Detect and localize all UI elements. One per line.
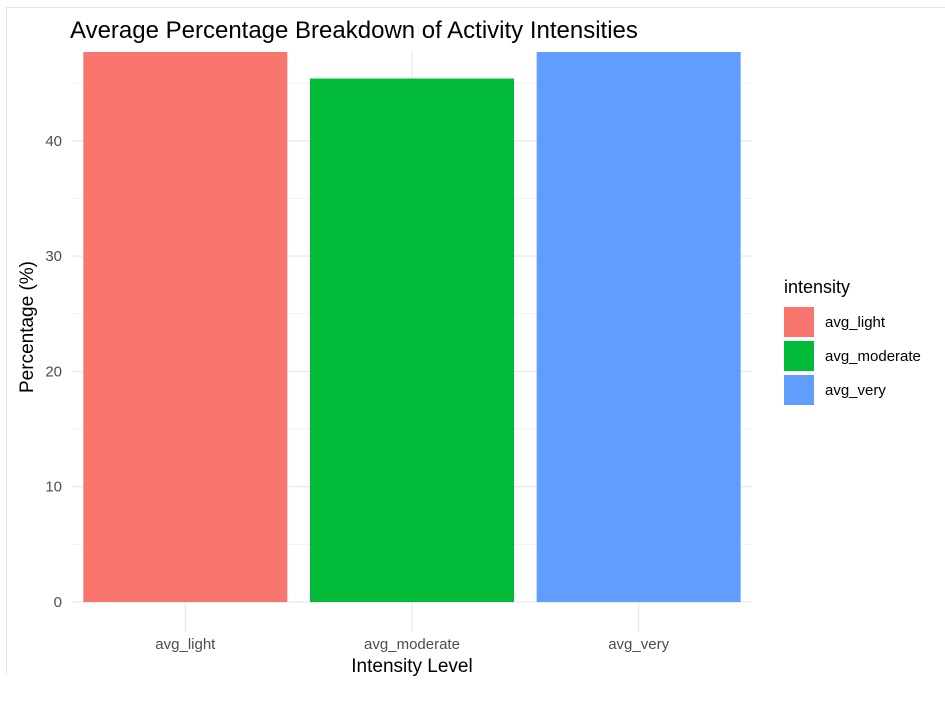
x-axis-title: Intensity Level <box>351 656 472 677</box>
y-tick-label: 40 <box>45 133 62 150</box>
legend-label: avg_moderate <box>825 348 921 365</box>
legend-label: avg_light <box>825 314 886 331</box>
bar <box>83 52 288 602</box>
ticks-layer: 0 10 20 30 40 avg_light avg_moderate avg_very <box>45 133 669 653</box>
frame-left-border <box>6 7 7 674</box>
y-tick-label: 30 <box>45 248 62 265</box>
x-tick-label: avg_light <box>155 636 216 653</box>
bar <box>536 52 741 602</box>
y-tick-label: 0 <box>54 594 62 611</box>
x-tick-label: avg_very <box>608 636 669 653</box>
legend-key <box>784 307 814 337</box>
x-tick-label: avg_moderate <box>364 636 460 653</box>
legend-key <box>784 375 814 405</box>
legend-title: intensity <box>784 277 850 297</box>
y-axis-title: Percentage (%) <box>17 261 38 393</box>
bar <box>310 78 514 603</box>
bars-layer <box>83 52 741 603</box>
chart-title: Average Percentage Breakdown of Activity… <box>70 17 638 44</box>
y-tick-label: 20 <box>45 363 62 380</box>
legend-label: avg_very <box>825 382 886 399</box>
frame-top-border <box>6 7 945 8</box>
legend: intensity avg_light avg_moderate avg_very <box>784 277 921 405</box>
y-tick-label: 10 <box>45 479 62 496</box>
legend-key <box>784 341 814 371</box>
